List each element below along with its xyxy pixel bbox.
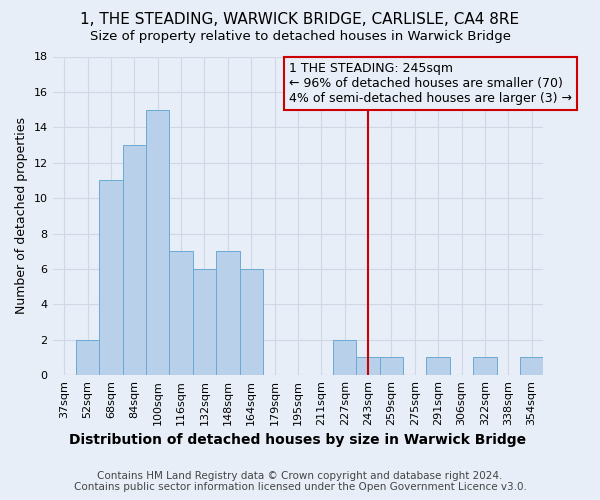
Text: Size of property relative to detached houses in Warwick Bridge: Size of property relative to detached ho… bbox=[89, 30, 511, 43]
Bar bbox=[99, 180, 122, 375]
Bar bbox=[333, 340, 356, 375]
Bar bbox=[193, 269, 216, 375]
Text: Contains HM Land Registry data © Crown copyright and database right 2024.
Contai: Contains HM Land Registry data © Crown c… bbox=[74, 471, 526, 492]
Y-axis label: Number of detached properties: Number of detached properties bbox=[15, 118, 28, 314]
Text: 1 THE STEADING: 245sqm
← 96% of detached houses are smaller (70)
4% of semi-deta: 1 THE STEADING: 245sqm ← 96% of detached… bbox=[289, 62, 572, 105]
Text: 1, THE STEADING, WARWICK BRIDGE, CARLISLE, CA4 8RE: 1, THE STEADING, WARWICK BRIDGE, CARLISL… bbox=[80, 12, 520, 28]
Bar bbox=[427, 358, 450, 375]
Bar bbox=[520, 358, 544, 375]
Bar bbox=[239, 269, 263, 375]
Bar bbox=[380, 358, 403, 375]
Bar bbox=[216, 251, 239, 375]
Bar bbox=[473, 358, 497, 375]
Bar bbox=[146, 110, 169, 375]
Bar bbox=[169, 251, 193, 375]
Bar bbox=[356, 358, 380, 375]
X-axis label: Distribution of detached houses by size in Warwick Bridge: Distribution of detached houses by size … bbox=[70, 434, 527, 448]
Bar bbox=[76, 340, 99, 375]
Bar bbox=[122, 145, 146, 375]
